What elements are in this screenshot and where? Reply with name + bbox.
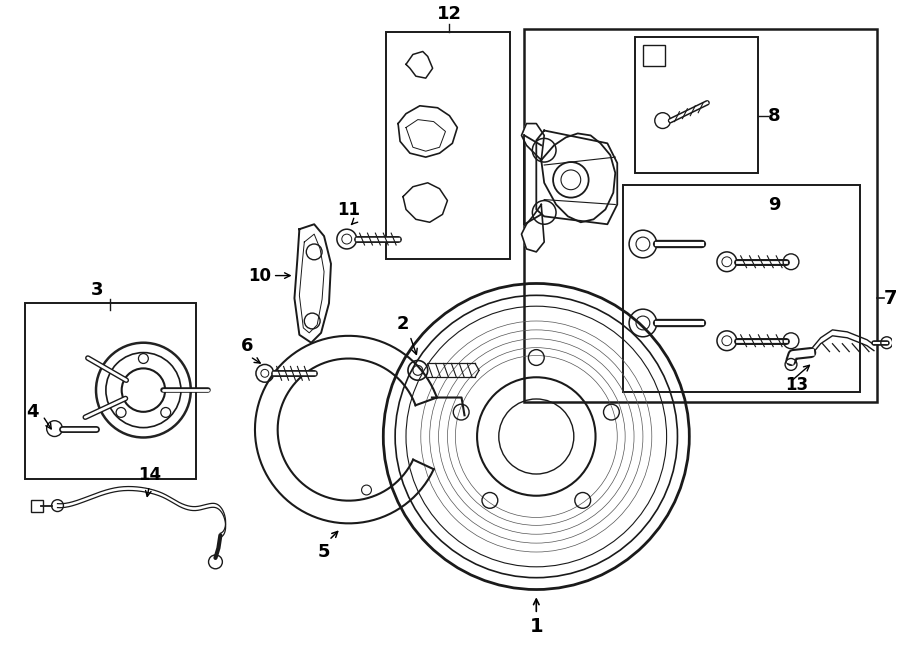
Text: 5: 5 — [318, 543, 330, 561]
Text: 8: 8 — [769, 106, 781, 125]
Polygon shape — [294, 224, 331, 342]
Polygon shape — [536, 130, 617, 224]
Text: 11: 11 — [338, 202, 360, 219]
Polygon shape — [398, 106, 457, 157]
Bar — [525, 29, 877, 402]
Text: 3: 3 — [91, 282, 104, 299]
Text: 10: 10 — [248, 266, 272, 285]
Bar — [386, 32, 509, 259]
Text: 9: 9 — [769, 196, 781, 214]
Polygon shape — [521, 204, 544, 252]
Polygon shape — [406, 52, 433, 78]
Bar — [643, 44, 664, 66]
Bar — [31, 500, 42, 512]
Text: 7: 7 — [884, 289, 897, 308]
Bar — [623, 185, 860, 392]
Text: 13: 13 — [785, 376, 808, 394]
Text: 14: 14 — [138, 466, 161, 484]
Text: 6: 6 — [241, 336, 253, 354]
Text: 1: 1 — [529, 617, 543, 636]
Text: 12: 12 — [436, 5, 462, 23]
Text: 4: 4 — [27, 403, 39, 421]
Polygon shape — [521, 124, 544, 160]
Bar — [25, 303, 195, 479]
Polygon shape — [255, 336, 436, 524]
Text: 2: 2 — [397, 315, 410, 333]
Polygon shape — [541, 134, 616, 222]
Polygon shape — [403, 183, 447, 222]
Bar — [635, 36, 759, 173]
